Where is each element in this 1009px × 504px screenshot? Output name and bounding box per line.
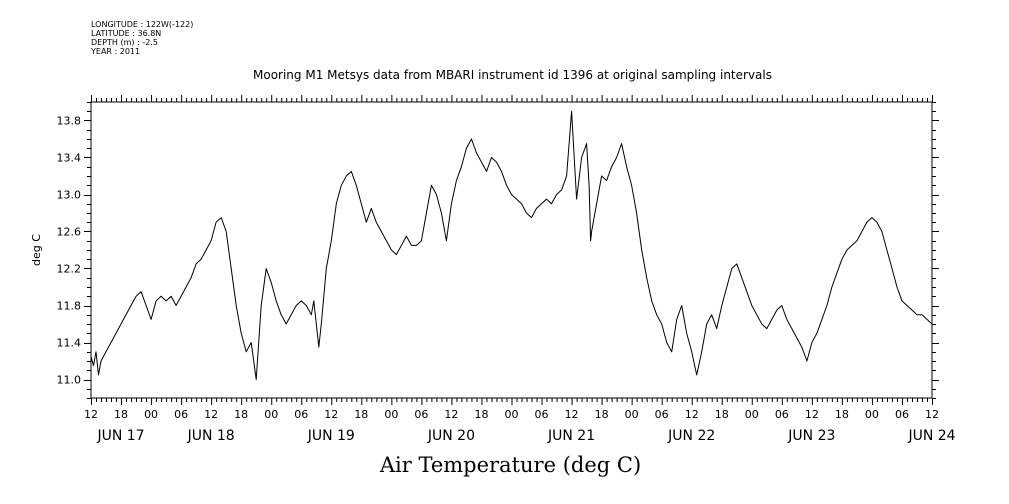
x-tick-label: 12	[444, 408, 458, 421]
y-tick-label: 11.0	[57, 374, 82, 387]
x-tick-label: 18	[595, 408, 609, 421]
x-date-label: JUN 18	[187, 428, 235, 444]
x-tick-label: 18	[234, 408, 248, 421]
x-tick-label: 00	[745, 408, 759, 421]
y-tick-label: 13.8	[57, 115, 82, 128]
x-date-label: JUN 19	[307, 428, 355, 444]
longitude-text: LONGITUDE : 122W(-122)	[91, 20, 194, 29]
x-tick-label: 00	[264, 408, 278, 421]
x-date-label: JUN 21	[547, 428, 595, 444]
x-tick-label: 12	[84, 408, 98, 421]
y-tick-label: 11.8	[57, 300, 82, 313]
year-text: YEAR : 2011	[91, 47, 141, 56]
chart-title: Mooring M1 Metsys data from MBARI instru…	[253, 68, 772, 82]
chart-title-row: Mooring M1 Metsys data from MBARI instru…	[0, 68, 1009, 82]
y-tick-label: 13.4	[57, 152, 82, 165]
x-date-label: JUN 22	[667, 428, 715, 444]
air-temperature-line	[90, 110, 933, 380]
x-tick-label: 06	[294, 408, 308, 421]
latitude-text: LATITUDE : 36.8N	[91, 29, 162, 38]
x-tick-label: 12	[204, 408, 218, 421]
x-tick-label: 12	[324, 408, 338, 421]
x-date-label: JUN 23	[787, 428, 835, 444]
x-tick-label: 00	[625, 408, 639, 421]
x-tick-label: 18	[114, 408, 128, 421]
y-axis-label: deg C	[30, 234, 43, 266]
y-tick-label: 12.2	[57, 263, 82, 276]
metadata-block: LONGITUDE : 122W(-122) LATITUDE : 36.8N …	[91, 20, 193, 56]
x-tick-label: 18	[715, 408, 729, 421]
depth-text: DEPTH (m) : -2.5	[91, 38, 158, 47]
x-tick-label: 00	[505, 408, 519, 421]
y-tick-label: 12.6	[57, 226, 82, 239]
x-tick-label: 06	[174, 408, 188, 421]
x-tick-label: 06	[775, 408, 789, 421]
plot-frame	[90, 101, 933, 399]
x-tick-label: 18	[835, 408, 849, 421]
x-tick-label: 12	[565, 408, 579, 421]
y-tick-label: 11.4	[57, 337, 82, 350]
x-tick-label: 06	[414, 408, 428, 421]
x-tick-label: 00	[865, 408, 879, 421]
x-date-label: JUN 20	[427, 428, 475, 444]
x-date-label: JUN 17	[96, 428, 144, 444]
x-tick-label: 06	[895, 408, 909, 421]
x-tick-label: 06	[655, 408, 669, 421]
x-tick-label: 06	[535, 408, 549, 421]
x-tick-label: 00	[384, 408, 398, 421]
y-tick-label: 13.0	[57, 189, 82, 202]
x-tick-label: 12	[805, 408, 819, 421]
x-date-label: JUN 24	[907, 428, 955, 444]
x-tick-label: 12	[685, 408, 699, 421]
x-tick-label: 12	[925, 408, 939, 421]
bottom-title: Air Temperature (deg C)	[379, 453, 642, 477]
x-tick-label: 18	[354, 408, 368, 421]
bottom-title-row: Air Temperature (deg C)	[0, 453, 1009, 477]
x-tick-label: 18	[474, 408, 488, 421]
x-tick-label: 00	[144, 408, 158, 421]
